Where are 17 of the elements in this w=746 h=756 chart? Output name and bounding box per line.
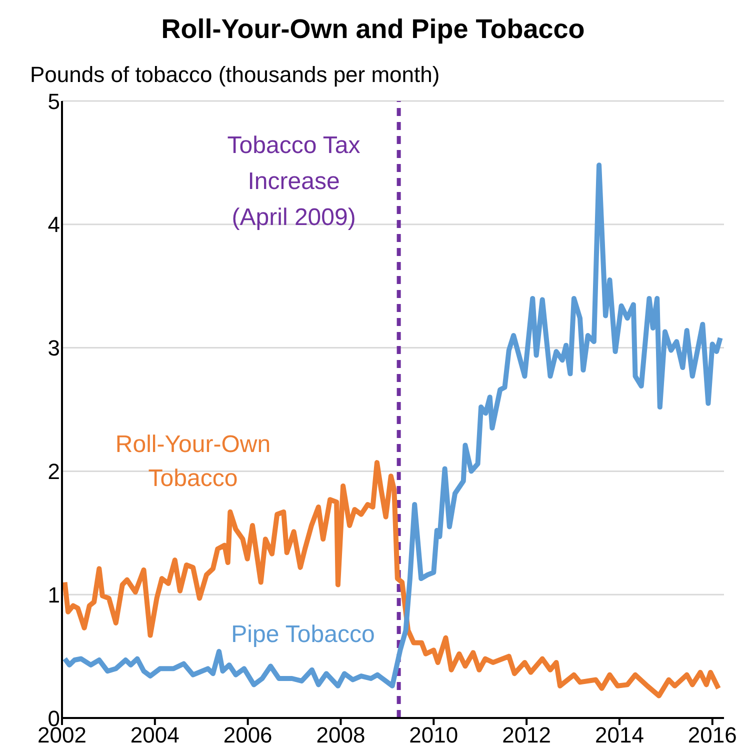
- x-tick-label: 2014: [594, 722, 644, 748]
- series-label: Pipe Tobacco: [230, 620, 376, 650]
- x-tick-label: 2012: [502, 722, 552, 748]
- x-tick-label: 2008: [316, 722, 366, 748]
- y-tick-label: 5: [48, 88, 60, 114]
- series-label: Roll-Your-Own Tobacco: [114, 430, 272, 494]
- y-tick-label: 2: [48, 459, 60, 484]
- y-tick-label: 3: [48, 336, 60, 361]
- x-tick-label: 2010: [409, 722, 458, 748]
- y-tick-label: 1: [48, 582, 60, 608]
- x-tick-label: 2004: [130, 722, 180, 748]
- chart-title: Roll-Your-Own and Pipe Tobacco: [160, 14, 586, 45]
- y-axis-title: Pounds of tobacco (thousands per month): [30, 62, 440, 88]
- ref-line-label: Tobacco Tax Increase (April 2009): [226, 131, 362, 233]
- x-tick-label: 2016: [688, 722, 737, 748]
- x-tick-label: 2006: [223, 722, 272, 748]
- y-tick-label: 4: [48, 212, 60, 238]
